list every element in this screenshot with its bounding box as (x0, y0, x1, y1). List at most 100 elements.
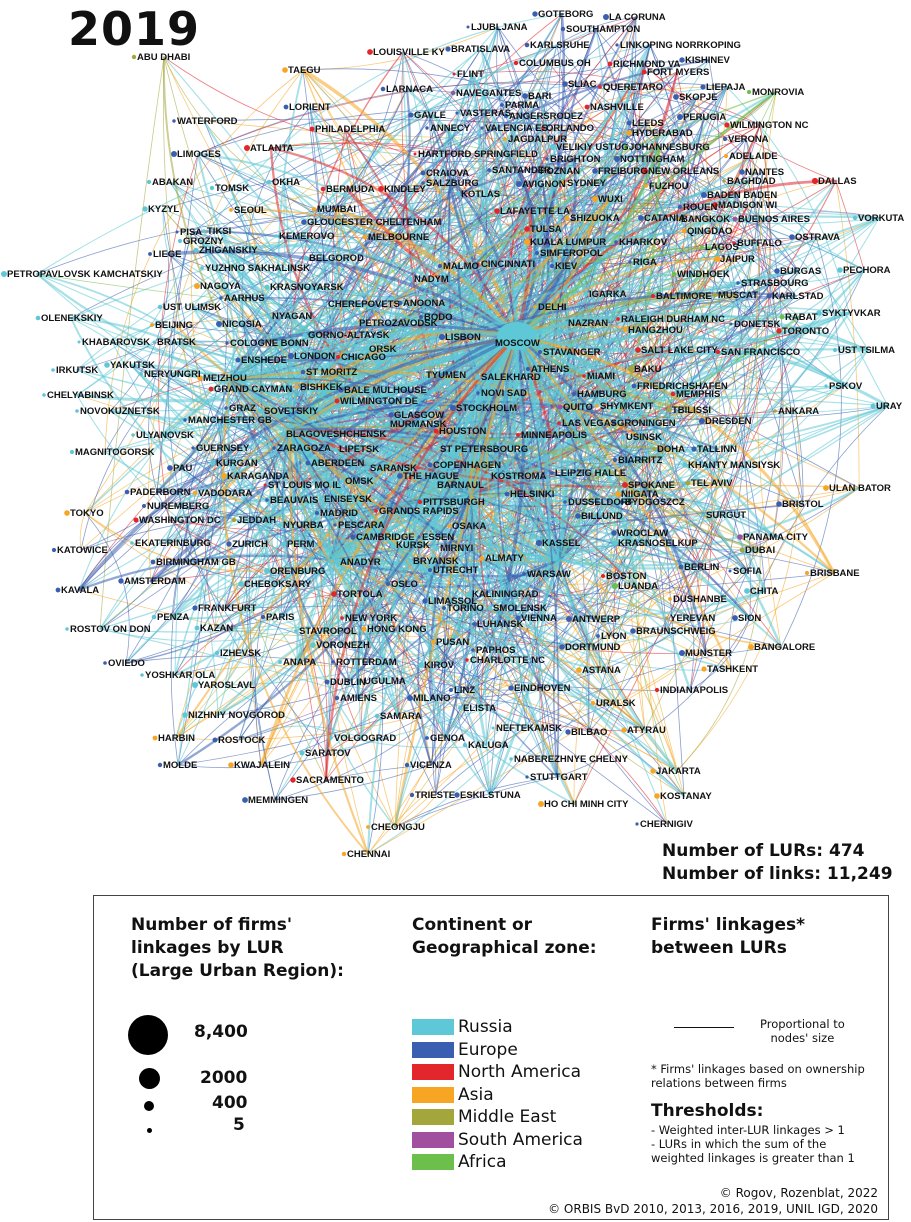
city-label: BUFFALO (737, 238, 782, 249)
city-node (682, 462, 687, 467)
city-label: MILANO (413, 693, 450, 704)
city-label: COPENHAGEN (433, 460, 501, 471)
lur-count: Number of LURs: 474 (662, 840, 893, 863)
city-label: SHIZUOKA (570, 213, 620, 224)
city-label: KUALA LUMPUR (530, 237, 606, 248)
city-label: BYDGOSZCZ (625, 497, 685, 508)
city-node (563, 321, 566, 324)
linkage-footnote: * Firms' linkages based on ownership rel… (651, 1062, 865, 1090)
city-label: DRESDEN (705, 416, 752, 427)
city-label: ENISEYSK (324, 494, 372, 505)
city-label: FREIBURG (598, 166, 648, 177)
city-label: LA CORUNA (609, 12, 666, 23)
city-node (467, 26, 470, 29)
city-label: NOVOKUZNETSK (80, 406, 160, 417)
city-node (151, 560, 156, 565)
city-node (550, 264, 554, 268)
city-label: ULYANOVSK (136, 430, 194, 441)
city-label: BIARRITZ (618, 455, 663, 466)
city-node (294, 629, 298, 633)
city-node (408, 112, 413, 117)
city-label: LAGOS (705, 242, 739, 253)
city-node (435, 546, 439, 550)
city-label: SAMARA (380, 711, 422, 722)
city-node (595, 404, 599, 408)
city-node (290, 777, 295, 782)
city-node (584, 292, 589, 297)
city-label: OSTRAVA (795, 232, 840, 243)
city-label: BIRMINGHAM GB (156, 557, 236, 568)
city-label: LINKOPING NORRKOPING (620, 40, 741, 51)
city-node (229, 208, 233, 212)
city-label: AVIGNON (522, 179, 566, 190)
city-label: RABAT (785, 312, 818, 323)
city-label: LAFAYETTE LA (500, 206, 570, 217)
city-label: ATHENS (531, 364, 569, 375)
city-node (533, 305, 537, 309)
city-label: STAVROPOL (299, 626, 357, 637)
city-node (682, 229, 686, 233)
city-label: MALMO (443, 261, 479, 272)
city-node (374, 509, 378, 513)
city-node (678, 205, 682, 209)
city-node (608, 62, 613, 67)
city-node (153, 341, 156, 344)
city-label: ESKILSTUNA (460, 790, 521, 801)
city-node (642, 70, 647, 75)
city-node (209, 387, 214, 392)
city-label: KYZYL (148, 204, 179, 215)
city-node (158, 305, 162, 309)
city-node (236, 358, 241, 363)
city-label: FLINT (457, 69, 484, 80)
city-label: OKHA (272, 177, 300, 188)
city-label: NEW YORK (345, 613, 397, 624)
city-label: PUSAN (436, 637, 469, 648)
city-label: MINNEAPOLIS (521, 430, 587, 441)
city-label: MUSCAT (718, 290, 758, 301)
city-label: KALUGA (468, 740, 509, 751)
city-node (278, 523, 283, 528)
city-label: NYURBA (283, 520, 324, 531)
city-node (582, 374, 586, 378)
city-label: JEDDAH (237, 515, 276, 526)
city-label: ROUEN (683, 202, 717, 213)
city-node (628, 260, 631, 263)
city-label: AMIENS (340, 693, 377, 704)
city-label: CATANIA (644, 213, 685, 224)
city-label: VICENZA (410, 760, 452, 771)
city-label: VOLGOGRAD (334, 733, 396, 744)
city-label: BELGOROD (309, 253, 364, 264)
city-label: TORONTO (782, 326, 829, 337)
city-node (563, 500, 567, 504)
city-label: EKATERINBURG (135, 538, 211, 549)
city-node (375, 714, 379, 718)
city-label: NAVEGANTES (456, 88, 521, 99)
city-label: PSKOV (829, 381, 863, 392)
city-label: JAIPUR (720, 254, 755, 265)
city-node (391, 543, 396, 548)
swatch (412, 1019, 454, 1035)
city-label: SLIAC (568, 79, 597, 90)
city-node (739, 169, 745, 175)
city-label: FUZHOU (649, 181, 689, 192)
city-node (724, 122, 729, 127)
city-label: IRKUTSK (56, 365, 98, 376)
city-label: SARATOV (305, 748, 351, 759)
city-label: FORT MYERS (647, 67, 709, 78)
city-node (142, 206, 147, 211)
city-node (651, 294, 655, 298)
city-node (213, 738, 218, 743)
city-label: ENSHEDE (241, 355, 287, 366)
city-node (630, 628, 636, 634)
city-node (458, 706, 462, 710)
city-label: LARNACA (386, 84, 433, 95)
city-node (686, 481, 691, 486)
city-node (449, 688, 453, 692)
city-label: SYKTYVKAR (822, 308, 881, 319)
city-label: ANKARA (778, 406, 819, 417)
city-label: YEREVAN (670, 613, 715, 624)
city-label: CHEONGJU (371, 822, 425, 833)
city-label: VASTERAS (460, 108, 511, 119)
city-node (545, 157, 548, 160)
city-node (200, 266, 204, 270)
